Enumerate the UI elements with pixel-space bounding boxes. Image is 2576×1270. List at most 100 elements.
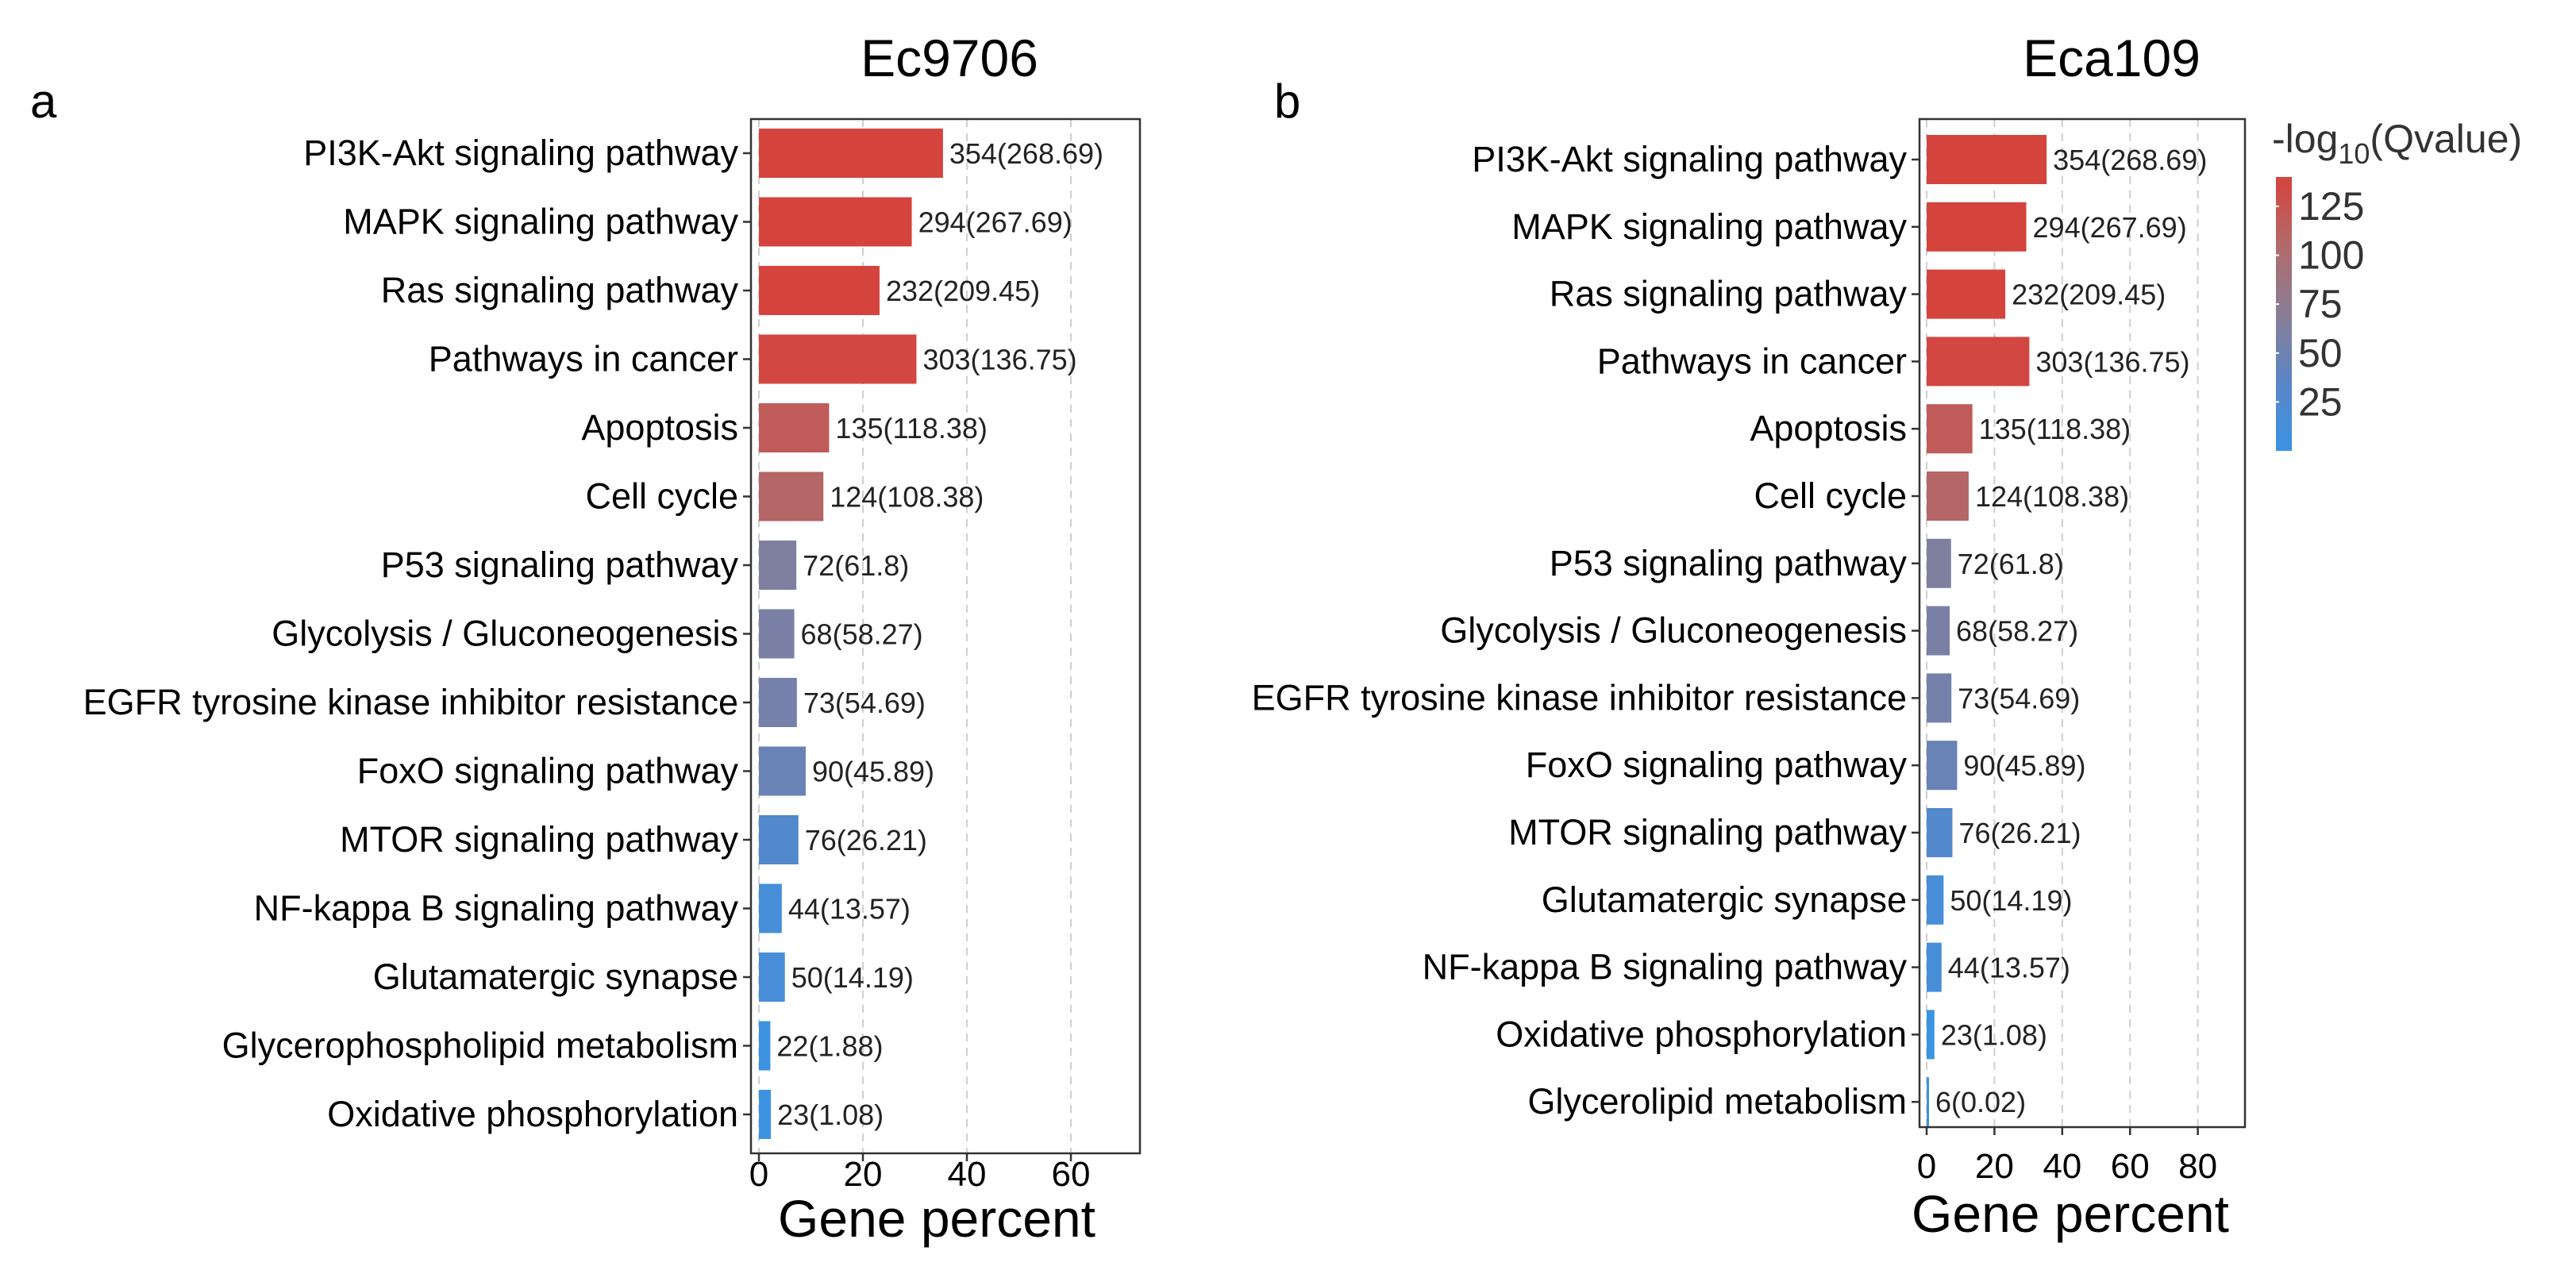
legend-title-suffix: (Qvalue) bbox=[2370, 117, 2522, 161]
panel-a: a Ec9706 PI3K-Akt signaling pathway MAPK … bbox=[30, 29, 1142, 1248]
data-label-b-3: 232(209.45) bbox=[2012, 279, 2166, 311]
bar-a-9 bbox=[759, 678, 797, 727]
category-label-b-5: Apoptosis bbox=[1750, 408, 1907, 448]
category-label-b-8: Glycolysis / Gluconeogenesis bbox=[1440, 610, 1907, 651]
bar-a-10 bbox=[759, 746, 806, 796]
data-label-b-12: 50(14.19) bbox=[1950, 884, 2072, 917]
category-label-b-10: FoxO signaling pathway bbox=[1526, 745, 1908, 785]
data-label-b-15: 6(0.02) bbox=[1935, 1086, 2026, 1118]
data-label-a-13: 50(14.19) bbox=[791, 961, 914, 994]
category-label-a-12: NF-kappa B signaling pathway bbox=[254, 888, 739, 929]
bar-b-10 bbox=[1927, 741, 1958, 791]
legend-title: -log10(Qvalue) bbox=[2272, 117, 2522, 170]
data-label-a-4: 303(136.75) bbox=[922, 344, 1076, 376]
data-label-b-6: 124(108.38) bbox=[1975, 480, 2129, 513]
bar-a-1 bbox=[759, 129, 943, 178]
plot-frame-b bbox=[1918, 117, 2247, 1129]
bar-b-6 bbox=[1927, 471, 1969, 521]
chart-title-b: Eca109 bbox=[2023, 29, 2201, 87]
bar-b-7 bbox=[1927, 538, 1951, 588]
x-tick-label-b-40: 40 bbox=[2043, 1147, 2081, 1186]
category-label-a-5: Apoptosis bbox=[581, 407, 738, 448]
data-label-a-15: 23(1.08) bbox=[777, 1099, 884, 1131]
bars-a bbox=[759, 129, 943, 1139]
category-labels-a: PI3K-Akt signaling pathway MAPK signaling… bbox=[83, 133, 751, 1134]
x-tick-label-a-40: 40 bbox=[948, 1155, 987, 1194]
data-label-a-8: 68(58.27) bbox=[801, 618, 923, 651]
category-label-b-3: Ras signaling pathway bbox=[1550, 274, 1908, 314]
bar-b-13 bbox=[1927, 942, 1942, 992]
x-ticks-b: 0 20 40 60 80 bbox=[1917, 1127, 2217, 1186]
category-label-a-9: EGFR tyrosine kinase inhibitor resistanc… bbox=[83, 682, 738, 722]
data-labels-b: 354(268.69) 294(267.69) 232(209.45) 303(136… bbox=[1935, 144, 2207, 1118]
bar-a-13 bbox=[759, 952, 785, 1002]
category-label-b-1: PI3K-Akt signaling pathway bbox=[1472, 139, 1907, 179]
data-label-b-9: 73(54.69) bbox=[1958, 682, 2080, 714]
category-label-a-11: MTOR signaling pathway bbox=[340, 819, 738, 860]
legend-tick-label-125: 125 bbox=[2298, 184, 2364, 229]
data-label-b-1: 354(268.69) bbox=[2053, 144, 2207, 176]
category-label-a-15: Oxidative phosphorylation bbox=[327, 1094, 738, 1134]
bar-a-2 bbox=[759, 197, 912, 247]
bar-b-9 bbox=[1927, 673, 1952, 723]
x-tick-label-a-0: 0 bbox=[749, 1155, 768, 1194]
category-label-a-4: Pathways in cancer bbox=[429, 339, 738, 379]
data-label-b-2: 294(267.69) bbox=[2033, 211, 2187, 244]
bar-a-7 bbox=[759, 541, 797, 590]
legend-tick-label-25: 25 bbox=[2298, 379, 2343, 424]
data-label-a-10: 90(45.89) bbox=[812, 756, 934, 788]
bar-a-12 bbox=[759, 883, 782, 933]
x-ticks-a: 0 20 40 60 bbox=[749, 1153, 1091, 1194]
data-label-b-10: 90(45.89) bbox=[1963, 749, 2085, 782]
bar-a-4 bbox=[759, 334, 917, 384]
legend-tick-label-100: 100 bbox=[2298, 233, 2364, 278]
data-label-a-5: 135(118.38) bbox=[835, 412, 987, 444]
category-label-b-4: Pathways in cancer bbox=[1597, 341, 1907, 381]
bar-a-3 bbox=[759, 266, 880, 315]
category-label-a-1: PI3K-Akt signaling pathway bbox=[303, 133, 738, 173]
panel-b: b Eca109 PI3K-Akt signaling pathway MAPK … bbox=[1252, 29, 2247, 1243]
category-label-a-7: P53 signaling pathway bbox=[381, 545, 739, 585]
data-labels-a: 354(268.69) 294(267.69) 232(209.45) 303(136… bbox=[776, 137, 1103, 1131]
bar-b-4 bbox=[1927, 337, 2030, 387]
category-label-b-14: Oxidative phosphorylation bbox=[1496, 1014, 1907, 1054]
data-label-a-2: 294(267.69) bbox=[918, 206, 1072, 239]
data-label-a-11: 76(26.21) bbox=[805, 824, 927, 856]
data-label-b-4: 303(136.75) bbox=[2035, 345, 2189, 378]
bar-b-5 bbox=[1927, 404, 1973, 454]
category-label-a-8: Glycolysis / Gluconeogenesis bbox=[271, 614, 738, 654]
data-label-a-6: 124(108.38) bbox=[830, 481, 984, 514]
data-label-a-9: 73(54.69) bbox=[803, 687, 926, 719]
legend-tick-label-75: 75 bbox=[2298, 282, 2343, 326]
panel-label-a: a bbox=[30, 75, 57, 128]
legend-title-prefix: -log bbox=[2272, 117, 2338, 161]
bar-b-15 bbox=[1927, 1077, 1929, 1127]
x-axis-title-b: Gene percent bbox=[1912, 1184, 2229, 1243]
x-axis-title-a: Gene percent bbox=[778, 1189, 1095, 1248]
category-label-b-12: Glutamatergic synapse bbox=[1542, 879, 1907, 920]
bar-b-2 bbox=[1927, 202, 2027, 252]
category-labels-b: PI3K-Akt signaling pathway MAPK signaling… bbox=[1252, 139, 1919, 1122]
category-label-b-7: P53 signaling pathway bbox=[1550, 543, 1908, 583]
data-label-a-12: 44(13.57) bbox=[788, 893, 911, 926]
category-label-b-13: NF-kappa B signaling pathway bbox=[1423, 947, 1908, 987]
category-label-a-3: Ras signaling pathway bbox=[381, 270, 739, 310]
plot-frame-a bbox=[749, 117, 1142, 1155]
data-label-a-7: 72(61.8) bbox=[803, 549, 909, 582]
data-label-a-1: 354(268.69) bbox=[949, 137, 1103, 170]
bar-a-6 bbox=[759, 471, 824, 521]
category-label-a-6: Cell cycle bbox=[585, 476, 738, 517]
bar-a-11 bbox=[759, 815, 799, 864]
bar-b-12 bbox=[1927, 875, 1944, 925]
category-label-b-2: MAPK signaling pathway bbox=[1511, 206, 1907, 247]
category-label-a-10: FoxO signaling pathway bbox=[357, 751, 739, 791]
panel-label-b: b bbox=[1274, 75, 1300, 128]
bar-b-1 bbox=[1927, 135, 2047, 184]
bars-b bbox=[1927, 135, 2047, 1127]
data-label-b-11: 76(26.21) bbox=[1958, 817, 2081, 849]
bar-b-8 bbox=[1927, 606, 1950, 656]
x-tick-label-a-60: 60 bbox=[1052, 1155, 1091, 1194]
